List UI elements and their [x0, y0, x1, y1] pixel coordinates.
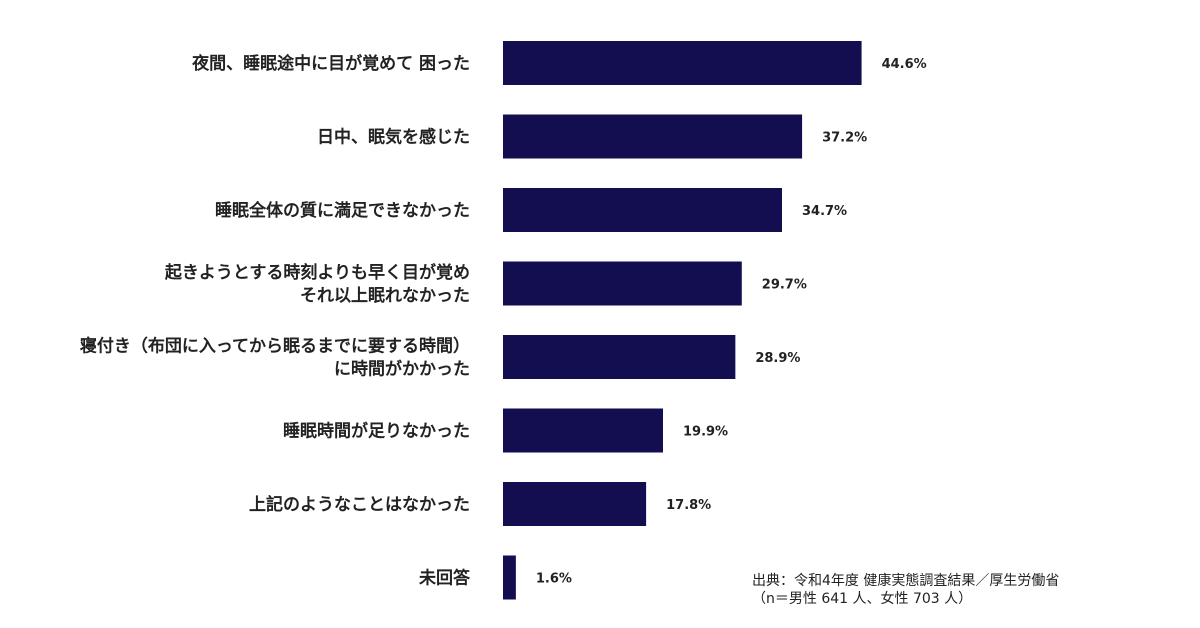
category-label-2: 日中、眠気を感じた	[317, 127, 470, 148]
bar-5	[503, 335, 736, 379]
bar-1	[503, 41, 862, 85]
value-label-6: 19.9%	[683, 425, 728, 440]
category-label-7: 上記のようなことはなかった	[249, 494, 470, 515]
value-labels-group: 44.6% 37.2% 34.7% 29.7% 28.9% 19.9% 17.8% 1.6%	[536, 57, 927, 587]
category-label-4-line-1: 起きようとする時刻よりも早く目が覚め	[164, 262, 470, 283]
category-label-3: 睡眠全体の質に満足できなかった	[215, 200, 470, 221]
value-label-1: 44.6%	[882, 57, 927, 72]
category-label-5-line-2: に時間がかかった	[334, 359, 470, 380]
category-label-4-line-2: それ以上眠れなかった	[300, 286, 470, 306]
source-note: 出典：令和4年度 健康実態調査結果／厚生労働省 （n＝男性 641 人、女性 7…	[752, 572, 1192, 608]
bar-8	[503, 555, 516, 600]
category-label-5-line-1: 寝付き（布団に入ってから眠るまでに要する時間）	[80, 336, 470, 357]
bar-2	[503, 114, 803, 159]
bar-4	[503, 261, 742, 306]
value-label-4: 29.7%	[762, 278, 807, 293]
category-label-1: 夜間、睡眠途中に目が覚めて 困った	[191, 53, 470, 74]
category-label-8: 未回答	[418, 568, 471, 589]
category-labels-group: 夜間、睡眠途中に目が覚めて 困った日中、眠気を感じた睡眠全体の質に満足できなかっ…	[80, 53, 471, 589]
source-line-2: （n＝男性 641 人、女性 703 人）	[752, 591, 973, 607]
bars-group	[503, 41, 862, 600]
value-label-8: 1.6%	[536, 572, 572, 587]
category-label-6: 睡眠時間が足りなかった	[283, 421, 470, 442]
value-label-3: 34.7%	[802, 204, 847, 219]
value-label-2: 37.2%	[822, 131, 867, 146]
bar-3	[503, 188, 782, 232]
value-label-5: 28.9%	[755, 351, 800, 366]
bar-6	[503, 408, 663, 453]
source-line-1: 出典：令和4年度 健康実態調査結果／厚生労働省	[752, 573, 1060, 589]
value-label-7: 17.8%	[666, 498, 711, 513]
bar-7	[503, 482, 647, 526]
